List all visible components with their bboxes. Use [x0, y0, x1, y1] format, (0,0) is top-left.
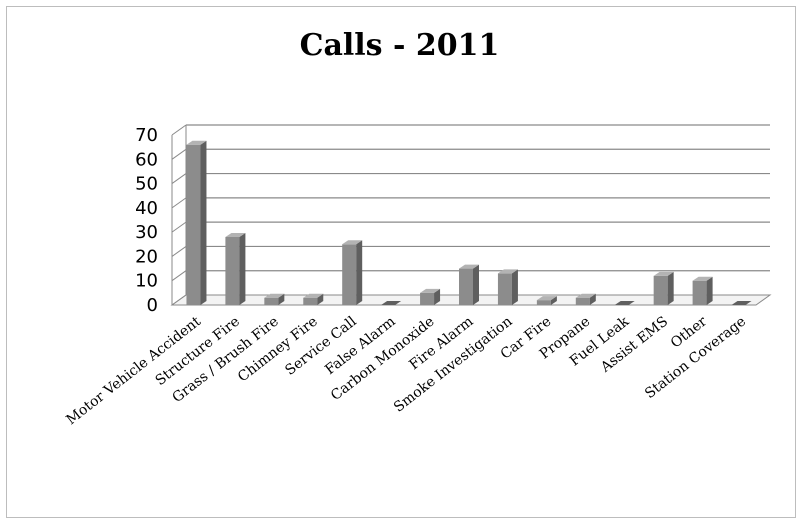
- bar-top: [264, 293, 285, 298]
- gridline-depth: [171, 221, 187, 233]
- bar: [342, 244, 357, 305]
- bar-side: [278, 293, 285, 305]
- bar-side: [473, 264, 479, 305]
- bar: [459, 268, 473, 305]
- gridline-depth: [171, 148, 187, 160]
- bar-top: [497, 269, 518, 274]
- y-tick-label: 70: [135, 125, 158, 146]
- bar-side: [511, 269, 518, 305]
- bar-top: [653, 271, 674, 276]
- gridline-depth: [171, 270, 187, 282]
- bar: [303, 297, 318, 305]
- bar: [225, 237, 240, 305]
- bar-side: [667, 271, 674, 305]
- y-tick-label: 60: [135, 149, 158, 170]
- bar-top: [303, 293, 324, 298]
- bar: [536, 300, 551, 305]
- bar-side: [200, 140, 207, 305]
- bar-side: [356, 240, 363, 305]
- gridline-depth: [171, 294, 187, 306]
- y-tick-label: 0: [147, 295, 158, 316]
- y-tick-label: 20: [135, 246, 158, 267]
- y-tick-label: 50: [135, 174, 158, 195]
- bar-side: [434, 288, 441, 305]
- bar: [186, 144, 201, 305]
- chart-frame: [6, 6, 796, 518]
- x-tick-label: Assist EMS: [597, 314, 671, 377]
- gridline-depth: [171, 197, 187, 209]
- bar: [653, 275, 668, 305]
- bar-top: [575, 293, 596, 298]
- chart-title: Calls - 2011: [299, 28, 500, 63]
- bar-top: [536, 296, 557, 301]
- bar: [731, 301, 752, 305]
- bar-top: [692, 276, 713, 281]
- gridline-depth: [171, 173, 187, 184]
- bar-side: [317, 293, 324, 305]
- y-tick-label: 30: [135, 222, 158, 243]
- bar-side: [239, 233, 246, 305]
- bar-side: [550, 296, 557, 305]
- bar: [264, 297, 279, 305]
- bar: [692, 280, 707, 305]
- gridline-depth: [171, 246, 187, 257]
- bar-top: [186, 140, 207, 145]
- bar-side: [589, 293, 596, 305]
- bar-top: [459, 264, 479, 269]
- bar-side: [706, 276, 713, 305]
- gridline-depth: [171, 124, 187, 136]
- bar: [420, 292, 435, 305]
- bar: [381, 301, 402, 305]
- bar-top: [420, 288, 441, 293]
- bar-top: [342, 240, 363, 245]
- bar: [575, 297, 590, 305]
- bar-top: [225, 233, 246, 237]
- y-tick-label: 10: [135, 271, 158, 292]
- bar: [497, 273, 512, 305]
- y-tick-label: 40: [135, 198, 158, 219]
- bar: [614, 301, 635, 305]
